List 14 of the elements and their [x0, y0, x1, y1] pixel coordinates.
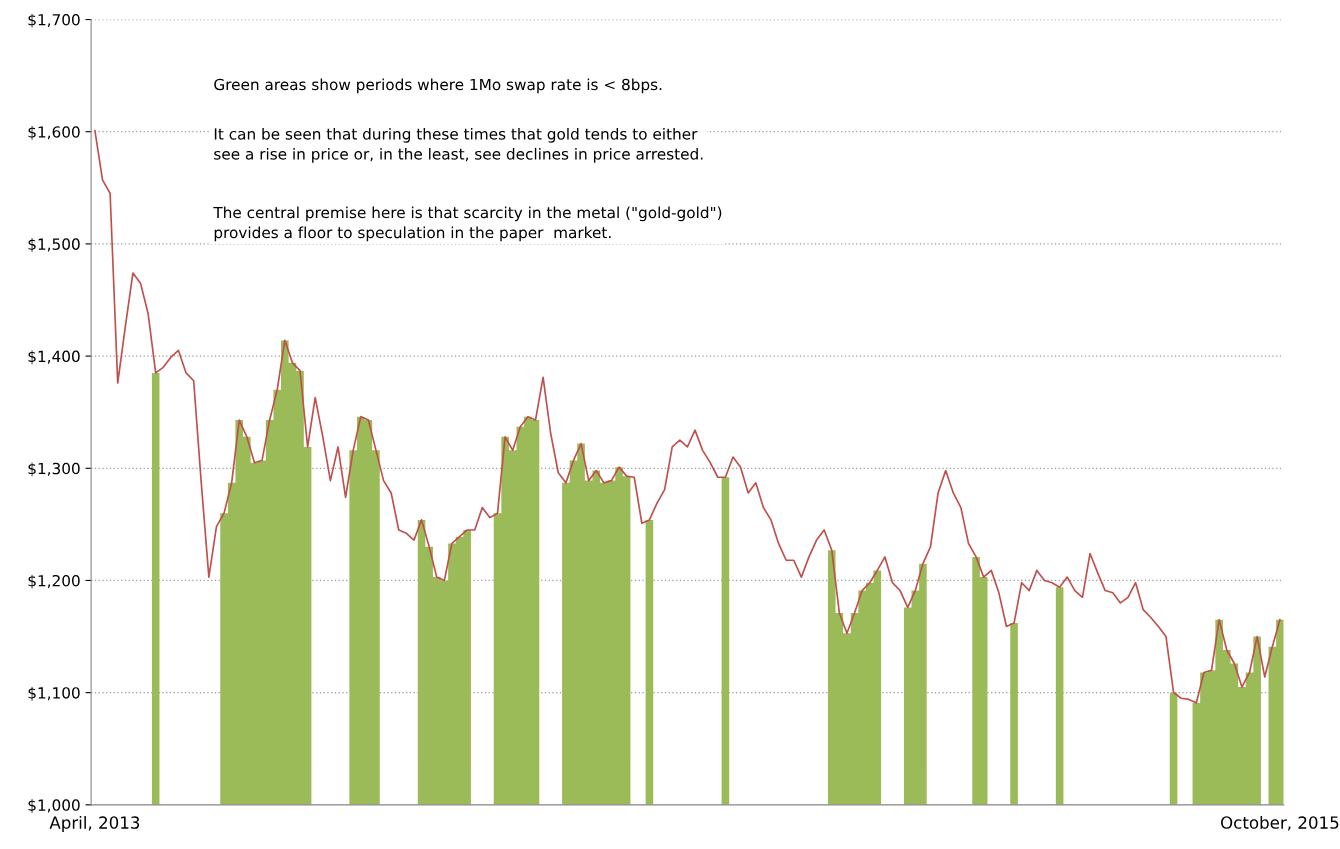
annotation: The central premise here is that scarcity in the metal ("gold-gold") provides a floor to speculation in the paper market.: [213, 206, 722, 242]
y-tick-label: $1,400: [28, 350, 80, 365]
y-tick-label: $1,000: [28, 799, 80, 813]
y-tick-label: $1,500: [28, 238, 80, 252]
y-tick-label: $1,200: [28, 574, 80, 589]
annotation: Green areas show periods where 1Mo swap rate is < 8bps.: [214, 78, 662, 94]
x-tick-label: April, 2013: [49, 815, 140, 833]
x-tick-label: October, 2015: [1221, 815, 1339, 831]
annotation: It can be seen that during these times that gold tends to either see a rise in price or, in the least, see declines in price arrested.: [214, 127, 703, 163]
y-tick-label: $1,300: [28, 462, 80, 477]
y-tick-label: $1,100: [28, 686, 80, 701]
line-series: [94, 129, 1281, 704]
y-tick-label: $1,700: [28, 13, 80, 28]
y-tick-label: $1,600: [28, 125, 80, 140]
